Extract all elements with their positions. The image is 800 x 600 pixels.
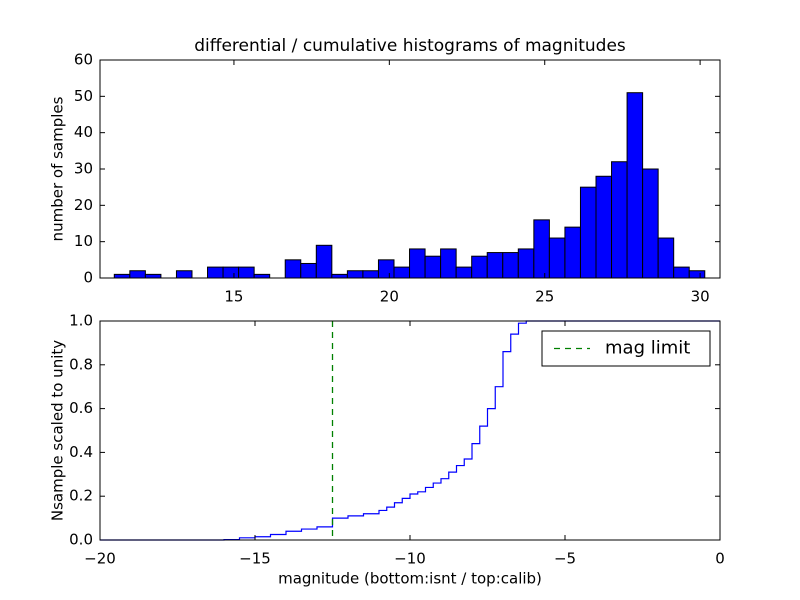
legend-label: mag limit [605, 338, 690, 359]
bar [657, 237, 675, 279]
bar [611, 161, 628, 279]
bar [377, 259, 395, 279]
y-tick-label: 0.8 [69, 355, 93, 373]
bar [315, 244, 333, 279]
bar [579, 186, 597, 279]
bar [517, 248, 535, 279]
y-tick-label: 0.6 [69, 399, 93, 417]
bar [222, 266, 240, 279]
y-tick-label: 1.0 [69, 312, 93, 330]
bar [502, 252, 519, 279]
bar [548, 237, 566, 279]
x-tick-label: −10 [394, 550, 426, 568]
y-tick-label: 50 [74, 87, 93, 105]
bar [129, 270, 146, 279]
y-tick-label: 0.2 [69, 487, 93, 505]
bar [564, 226, 581, 279]
bar [175, 270, 193, 279]
bar [673, 266, 690, 279]
y-axis-label: number of samples [49, 96, 67, 241]
line [100, 320, 720, 541]
bar [144, 273, 162, 279]
x-tick-label: −5 [554, 550, 576, 568]
x-tick-label: 15 [224, 288, 243, 306]
bar [440, 248, 457, 279]
chart-title: differential / cumulative histograms of … [194, 36, 626, 56]
x-tick-label: 25 [535, 288, 554, 306]
bar [471, 255, 488, 279]
bar [113, 273, 131, 279]
y-tick-label: 30 [74, 160, 93, 178]
bar [284, 259, 302, 279]
bar [595, 175, 613, 279]
bar [393, 266, 411, 279]
y-tick-label: 20 [74, 196, 93, 214]
x-tick-label: −15 [239, 550, 271, 568]
y-tick-label: 0.0 [69, 531, 93, 549]
bar [688, 270, 706, 279]
x-tick-label: 20 [380, 288, 399, 306]
y-tick-label: 0.4 [69, 443, 93, 461]
y-tick-label: 40 [74, 123, 93, 141]
bar [626, 92, 644, 279]
bar [424, 255, 442, 279]
bar [346, 270, 364, 279]
bar [331, 273, 348, 279]
x-tick-label: 30 [691, 288, 710, 306]
x-tick-label: 0 [715, 550, 725, 568]
y-tick-label: 10 [74, 232, 93, 250]
y-axis-label: Nsample scaled to unity [49, 340, 67, 521]
x-axis-label: magnitude (bottom:isnt / top:calib) [278, 570, 542, 588]
bar [300, 262, 317, 279]
bar [409, 248, 426, 279]
bar [253, 273, 271, 279]
bar [238, 266, 255, 279]
bar [455, 266, 473, 279]
bar [486, 252, 504, 279]
y-tick-label: 60 [74, 51, 93, 69]
bar [207, 266, 224, 279]
x-tick-label: −20 [84, 550, 116, 568]
bar [533, 219, 550, 279]
bar [362, 270, 379, 279]
bar [642, 168, 659, 279]
y-tick-label: 0 [83, 269, 93, 287]
